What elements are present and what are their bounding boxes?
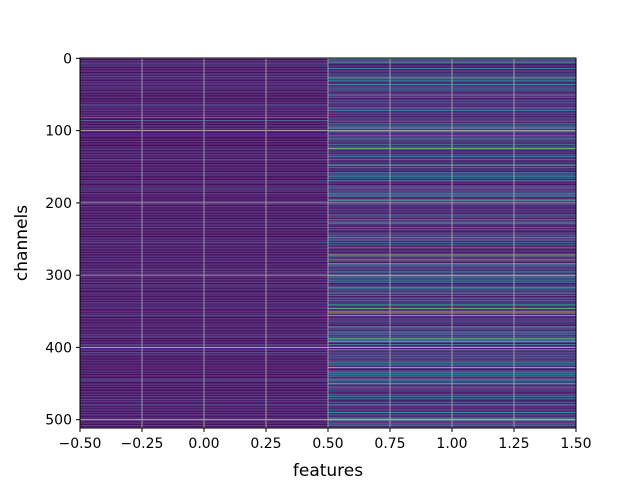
x-tick-label: −0.50 (59, 436, 102, 452)
x-tick-label: 0.50 (312, 436, 343, 452)
x-axis: −0.50 −0.25 0.00 0.25 0.50 0.75 1.00 1.25 1.50 (59, 428, 592, 452)
x-tick-label: 0.75 (374, 436, 405, 452)
y-tick-label: 300 (45, 268, 72, 284)
x-tick-label: 1.00 (436, 436, 467, 452)
x-tick-label: 0.00 (188, 436, 219, 452)
y-tick-label: 0 (63, 51, 72, 67)
x-axis-label: features (293, 461, 363, 480)
y-tick-label: 100 (45, 124, 72, 140)
y-tick-label: 500 (45, 413, 72, 429)
y-tick-label: 400 (45, 340, 72, 356)
x-tick-label: 0.25 (250, 436, 281, 452)
y-axis: 0 100 200 300 400 500 (45, 51, 80, 429)
y-axis-label: channels (12, 205, 32, 281)
x-tick-label: −0.25 (121, 436, 164, 452)
x-tick-label: 1.50 (560, 436, 591, 452)
y-tick-label: 200 (45, 196, 72, 212)
x-tick-label: 1.25 (498, 436, 529, 452)
